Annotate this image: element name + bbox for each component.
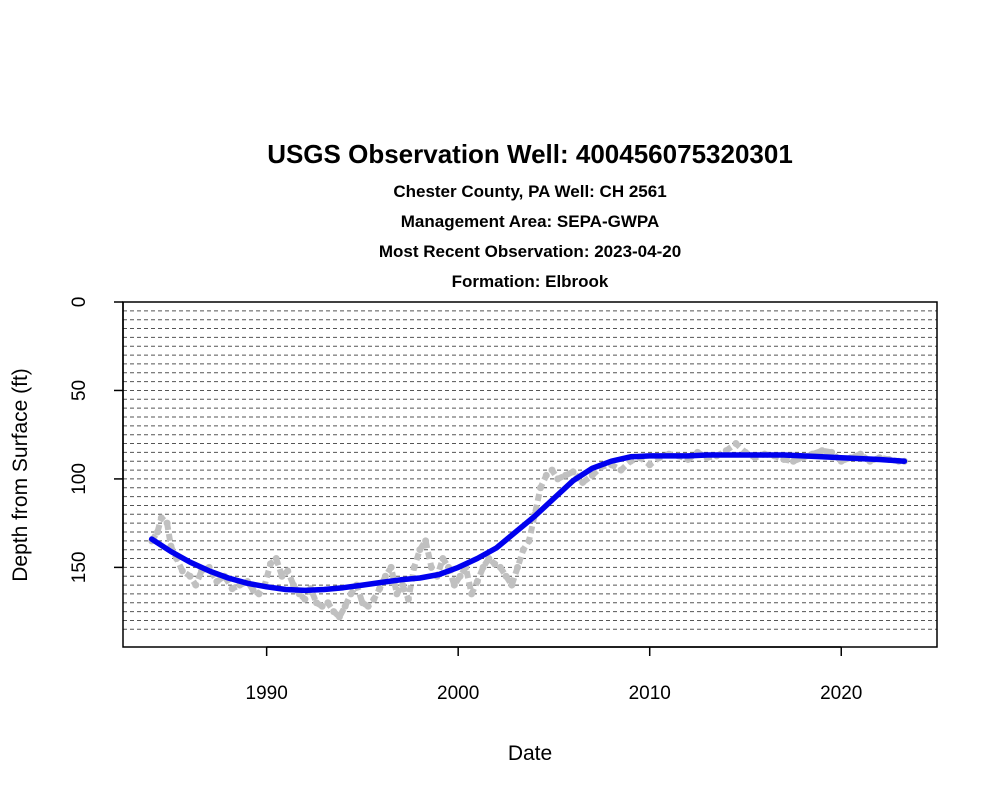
observation-point — [456, 572, 464, 580]
observation-point — [387, 563, 395, 571]
observation-point — [376, 585, 384, 593]
observation-point — [410, 563, 418, 571]
observation-point — [588, 471, 596, 479]
observation-point — [393, 590, 401, 598]
observation-point — [508, 581, 516, 589]
observation-point — [330, 608, 338, 616]
observation-point — [324, 599, 332, 607]
observation-point — [427, 563, 435, 571]
observation-line — [149, 440, 905, 620]
observation-point — [370, 595, 378, 603]
observation-point — [422, 537, 430, 545]
grid-lines — [123, 301, 937, 630]
x-axis-title: Date — [508, 742, 552, 765]
observation-point — [301, 595, 309, 603]
chart-subtitle-recent-observation: Most Recent Observation: 2023-04-20 — [379, 242, 681, 261]
observation-point — [542, 471, 550, 479]
observation-point — [468, 590, 476, 598]
observation-point — [525, 537, 533, 545]
observation-point — [312, 599, 320, 607]
y-tick-label: 0 — [69, 297, 90, 308]
observation-point — [416, 546, 424, 554]
observation-point — [502, 572, 510, 580]
observation-point — [335, 613, 343, 621]
observation-point — [789, 457, 797, 465]
observation-point — [404, 595, 412, 603]
y-tick-label: 50 — [69, 380, 90, 401]
observation-point — [318, 602, 326, 610]
observation-point — [450, 581, 458, 589]
observation-point — [157, 514, 165, 522]
observation-point — [485, 555, 493, 563]
plot-frame — [122, 301, 938, 648]
observation-point — [554, 475, 562, 483]
observation-point — [347, 590, 355, 598]
x-tick-label: 2000 — [437, 683, 479, 704]
chart-subtitle-formation: Formation: Elbrook — [452, 272, 609, 291]
x-tick-label: 1990 — [246, 683, 288, 704]
chart-subtitle-location: Chester County, PA Well: CH 2561 — [393, 182, 666, 201]
observation-point — [491, 560, 499, 568]
observation-point — [828, 448, 836, 456]
observation-point — [192, 581, 200, 589]
observation-point — [341, 602, 349, 610]
y-axis-title: Depth from Surface (ft) — [9, 368, 32, 582]
observation-point — [569, 468, 577, 476]
chart-title: USGS Observation Well: 400456075320301 — [267, 139, 793, 169]
observation-point — [163, 519, 171, 527]
observation-point — [358, 599, 366, 607]
observation-point — [579, 478, 587, 486]
observation-point — [519, 546, 527, 554]
observation-point — [249, 586, 257, 594]
observation-point — [617, 466, 625, 474]
observation-point — [228, 585, 236, 593]
observation-point — [646, 461, 654, 469]
observation-point — [496, 563, 504, 571]
observation-point — [272, 555, 280, 563]
observation-point — [213, 578, 221, 586]
observation-series — [148, 440, 908, 621]
observation-point — [514, 563, 522, 571]
trend-line — [148, 452, 908, 594]
observation-point — [399, 581, 407, 589]
observation-point — [278, 572, 286, 580]
x-axis: 1990 2000 2010 2020 — [246, 646, 862, 704]
observation-point — [381, 572, 389, 580]
observation-point — [178, 567, 186, 575]
observation-point — [266, 560, 274, 568]
x-tick-label: 2010 — [629, 683, 671, 704]
observation-point — [186, 572, 194, 580]
chart-subtitle-management-area: Management Area: SEPA-GWPA — [401, 212, 660, 231]
y-axis: 0 50 100 150 — [69, 297, 124, 584]
y-tick-label: 100 — [69, 463, 90, 495]
x-tick-label: 2020 — [820, 683, 862, 704]
observation-point — [537, 484, 545, 492]
observation-point — [153, 528, 161, 536]
observation-point — [561, 471, 569, 479]
observation-point — [255, 590, 263, 598]
observation-point — [479, 563, 487, 571]
trend-series — [148, 452, 908, 594]
y-tick-label: 150 — [69, 552, 90, 584]
observation-point — [732, 440, 740, 448]
observation-point — [284, 567, 292, 575]
observation-point — [439, 555, 447, 563]
observation-point — [364, 602, 372, 610]
observation-point — [289, 581, 297, 589]
observation-point — [473, 578, 481, 586]
observation-point — [818, 447, 826, 455]
observation-point — [548, 466, 556, 474]
